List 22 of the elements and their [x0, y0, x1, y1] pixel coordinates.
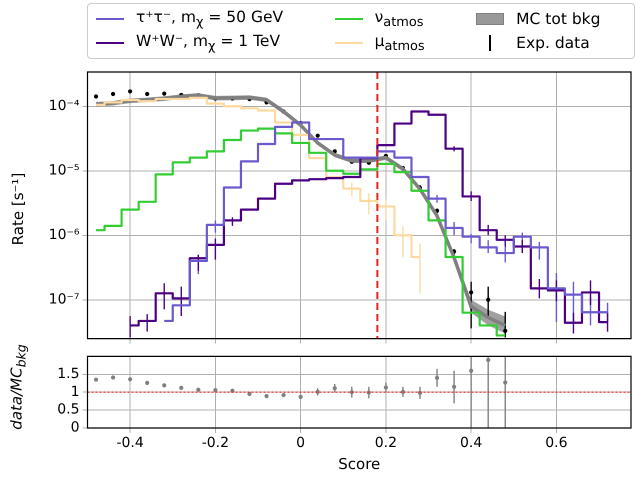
y-tick-label: 1.5: [57, 366, 80, 382]
x-tick-label: 0.2: [374, 435, 398, 452]
x-tick-label: 0: [296, 435, 306, 452]
legend-label: W⁺W⁻, m$_{χ}$ = 1 TeV: [136, 32, 280, 54]
x-tick-label: 0.4: [460, 435, 482, 452]
legend-label: ν$_{atmos}$: [374, 8, 424, 30]
y-tick-label: 10⁻⁵: [48, 162, 80, 178]
y-tick-label: 10⁻⁴: [48, 98, 80, 114]
legend-label: MC tot bkg: [516, 10, 600, 28]
legend-label: Exp. data: [516, 34, 590, 52]
y-tick-label: 10⁻⁷: [48, 291, 80, 308]
y-tick-label: 0.5: [57, 402, 80, 418]
y-axis-title: Rate [s⁻¹]: [9, 172, 27, 245]
y-tick-label: 1: [70, 384, 80, 400]
legend-label: μ$_{atmos}$: [374, 32, 425, 54]
legend-label: τ⁺τ⁻, m$_{χ}$ = 50 GeV: [136, 8, 284, 30]
x-tick-label: -0.2: [202, 435, 230, 452]
x-tick-label: -0.4: [116, 435, 144, 452]
y-tick-label: 0: [70, 420, 80, 436]
x-tick-label: 0.6: [545, 435, 568, 452]
y-tick-label: 10⁻⁶: [48, 226, 80, 243]
x-axis-title: Score: [338, 454, 380, 473]
